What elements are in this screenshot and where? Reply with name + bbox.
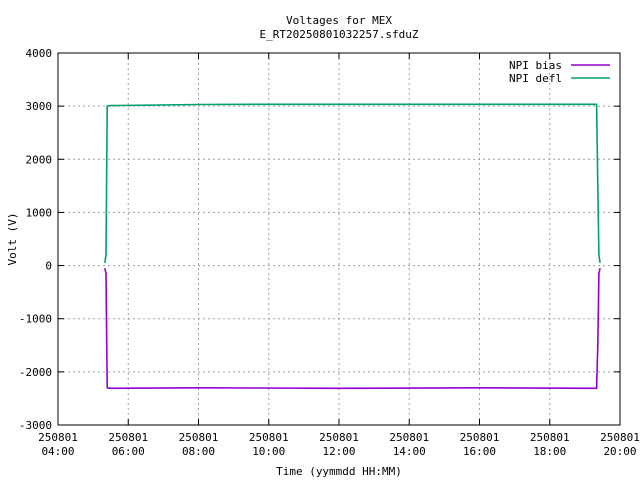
- x-tick-time-label: 12:00: [322, 445, 355, 458]
- x-tick-time-label: 14:00: [393, 445, 426, 458]
- legend-label-2: NPI defl: [509, 72, 562, 85]
- x-tick-time-label: 16:00: [463, 445, 496, 458]
- y-tick-label: 4000: [26, 47, 53, 60]
- x-tick-date-label: 250801: [600, 431, 640, 444]
- chart-title: Voltages for MEX: [286, 14, 392, 27]
- series-lines: [104, 103, 601, 390]
- x-tick-time-label: 18:00: [533, 445, 566, 458]
- grid-lines: [58, 53, 620, 425]
- y-tick-label: -1000: [19, 313, 52, 326]
- x-axis-label: Time (yymmdd HH:MM): [276, 465, 402, 478]
- y-tick-label: 2000: [26, 153, 53, 166]
- axis-ticks: -3000-2000-10000100020003000400025080104…: [19, 47, 640, 458]
- y-tick-label: -3000: [19, 419, 52, 432]
- x-tick-date-label: 250801: [179, 431, 219, 444]
- x-tick-time-label: 10:00: [252, 445, 285, 458]
- x-tick-date-label: 250801: [460, 431, 500, 444]
- x-tick-date-label: 250801: [389, 431, 429, 444]
- x-tick-time-label: 04:00: [41, 445, 74, 458]
- plot-frame: [57, 52, 621, 426]
- x-tick-time-label: 08:00: [182, 445, 215, 458]
- chart-subtitle: E_RT20250801032257.sfduZ: [260, 28, 419, 41]
- y-axis-label: Volt (V): [6, 213, 19, 266]
- x-tick-date-label: 250801: [249, 431, 289, 444]
- x-tick-date-label: 250801: [530, 431, 570, 444]
- x-tick-date-label: 250801: [38, 431, 78, 444]
- y-tick-label: -2000: [19, 366, 52, 379]
- y-tick-label: 0: [45, 260, 52, 273]
- x-tick-date-label: 250801: [319, 431, 359, 444]
- series-line-1: [104, 268, 601, 390]
- x-tick-time-label: 06:00: [112, 445, 145, 458]
- series-line-2: [104, 103, 601, 264]
- y-tick-label: 1000: [26, 206, 53, 219]
- x-tick-time-label: 20:00: [603, 445, 636, 458]
- x-tick-date-label: 250801: [108, 431, 148, 444]
- legend-label-1: NPI bias: [509, 59, 562, 72]
- y-tick-label: 3000: [26, 100, 53, 113]
